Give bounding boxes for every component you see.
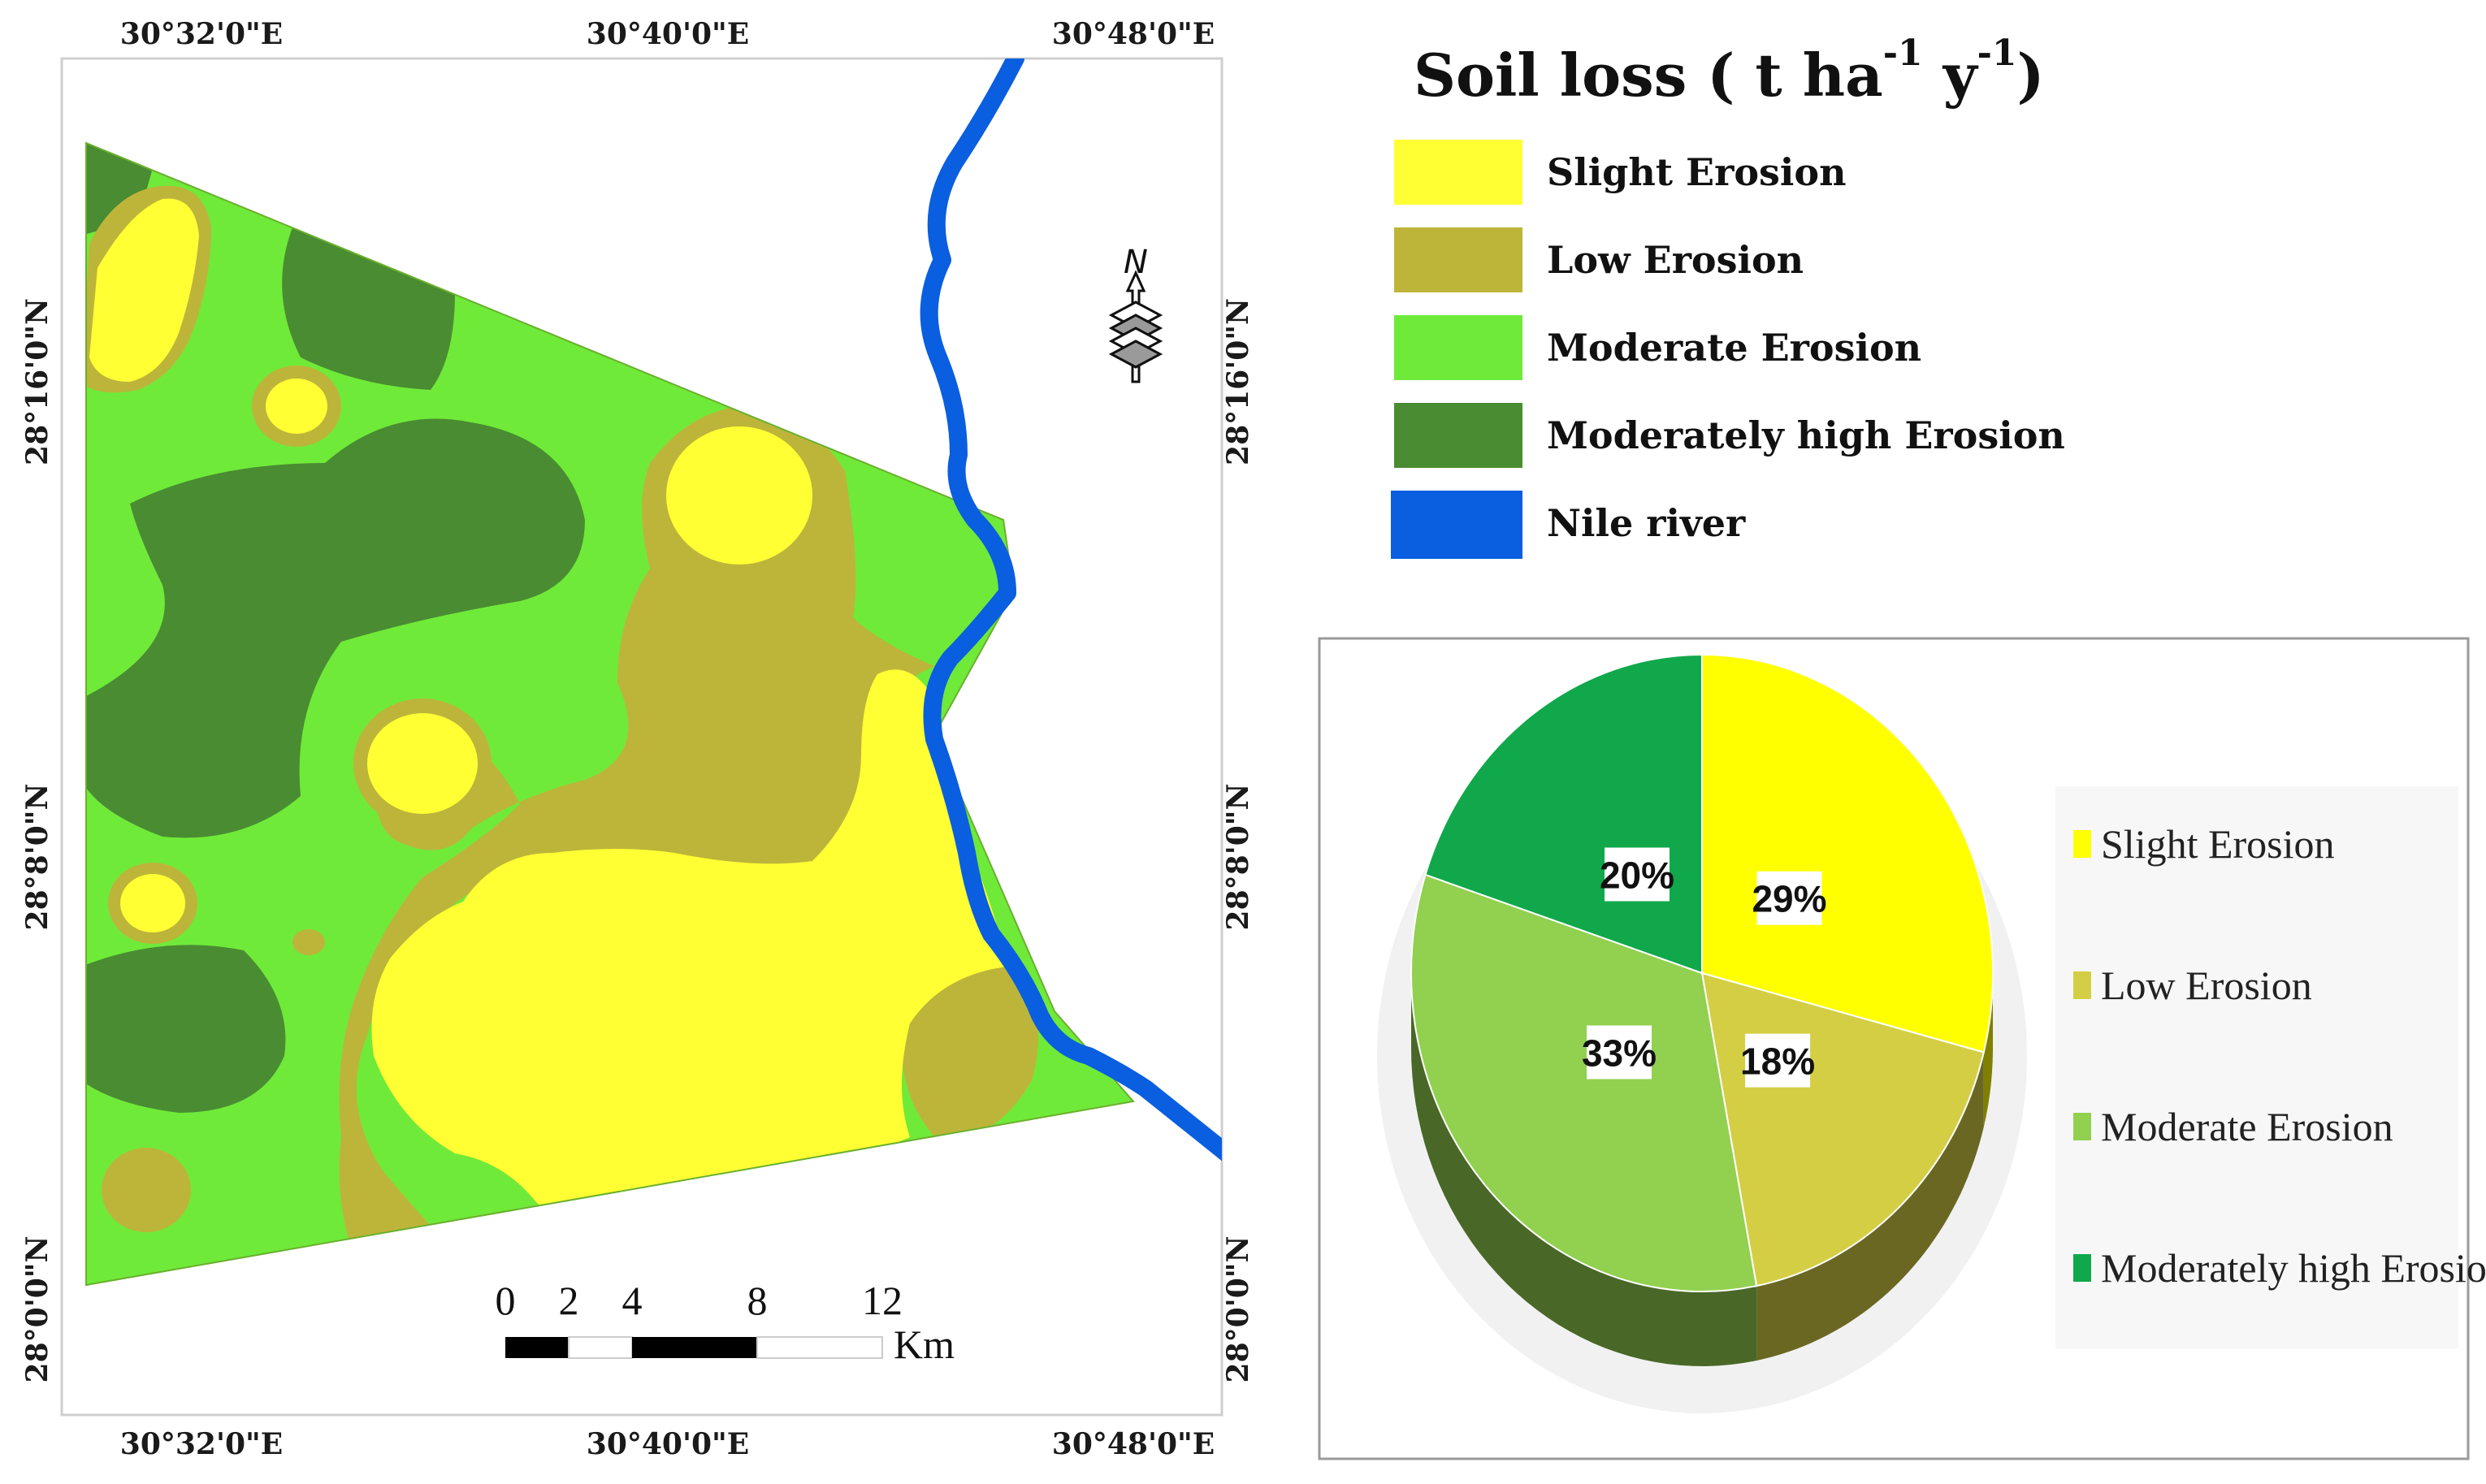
legend-swatch-moderate bbox=[1394, 315, 1522, 380]
scale-bar: 0 2 4 8 12 Km bbox=[496, 1278, 955, 1367]
pie-label-moderately-high-erosion: 20% bbox=[1600, 854, 1674, 897]
legend-swatch-low bbox=[1394, 227, 1522, 292]
zone-low bbox=[292, 929, 325, 955]
legend-title: Soil loss ( t ha-1 y-1) bbox=[1414, 32, 2045, 110]
zone-slight bbox=[89, 198, 199, 382]
map-panel: 30°32'0"E 30°40'0"E 30°48'0"E 30°32'0"E … bbox=[20, 17, 1255, 1461]
legend-label-nile: Nile river bbox=[1547, 501, 1746, 545]
pie-side-moderate-erosion bbox=[1411, 973, 1757, 1366]
study-area-outline bbox=[85, 141, 1135, 1287]
pie-chart bbox=[1410, 653, 1994, 1366]
legend-label-slight: Slight Erosion bbox=[1547, 150, 1847, 194]
north-arrow-icon: N bbox=[1108, 244, 1163, 383]
pie-legend-swatch-slight-erosion bbox=[2073, 830, 2091, 858]
zone-slight bbox=[367, 713, 478, 814]
coord-top-1: 30°32'0"E bbox=[120, 17, 283, 51]
pie-legend-label-moderately-high-erosion: Moderately high Erosion bbox=[2101, 1245, 2486, 1291]
pie-legend-swatch-low-erosion bbox=[2073, 971, 2091, 999]
pie-label-moderate-erosion: 33% bbox=[1582, 1032, 1657, 1075]
coord-left-3: 28°0'0"N bbox=[20, 1236, 54, 1383]
legend-label-moderately-high: Moderately high Erosion bbox=[1547, 413, 2065, 457]
coord-top-3: 30°48'0"E bbox=[1052, 17, 1215, 51]
zone-slight bbox=[371, 669, 1007, 1214]
pie-legend-label-low-erosion: Low Erosion bbox=[2101, 963, 2312, 1008]
coord-left-1: 28°16'0"N bbox=[20, 298, 54, 465]
zone-slight bbox=[266, 379, 327, 434]
pie-panel: 29% 18% 33% 20% Slight Erosion Low Erosion Mo… bbox=[1318, 637, 2486, 1460]
coord-left-2: 28°8'0"N bbox=[20, 784, 54, 931]
pie-slice-moderate-erosion bbox=[1410, 873, 1758, 1292]
pie-legend-label-moderate-erosion: Moderate Erosion bbox=[2101, 1104, 2393, 1149]
pie-legend-swatch-moderate-erosion bbox=[2073, 1113, 2091, 1140]
pie-data-labels: 29% 18% 33% 20% bbox=[1582, 847, 1827, 1088]
pie-legend-box bbox=[2055, 786, 2458, 1348]
scale-unit: Km bbox=[894, 1322, 955, 1367]
zone-low bbox=[902, 956, 1038, 1145]
pie-label-box-moderate-erosion bbox=[1587, 1025, 1652, 1079]
pie-label-low-erosion: 18% bbox=[1740, 1041, 1815, 1083]
pie-label-box-low-erosion bbox=[1745, 1033, 1811, 1088]
legend-swatch-slight bbox=[1394, 140, 1522, 205]
scale-label-8: 8 bbox=[747, 1278, 768, 1323]
coord-top-2: 30°40'0"E bbox=[587, 17, 749, 51]
pie-label-box-slight-erosion bbox=[1756, 871, 1822, 925]
scale-label-0: 0 bbox=[496, 1278, 516, 1323]
nile-river bbox=[920, 58, 1222, 1162]
zone-moderately-high bbox=[86, 418, 585, 838]
coord-bottom-3: 30°48'0"E bbox=[1052, 1427, 1215, 1461]
pie-legend-label-slight-erosion: Slight Erosion bbox=[2101, 821, 2335, 867]
coord-right-2: 28°8'0"N bbox=[1221, 784, 1255, 931]
pie-side-low-erosion bbox=[1756, 1052, 1984, 1361]
coord-right-1: 28°16'0"N bbox=[1221, 298, 1255, 465]
scale-label-12: 12 bbox=[862, 1278, 903, 1323]
zone-slight bbox=[666, 426, 812, 565]
zone-moderately-high bbox=[86, 945, 286, 1113]
pie-legend-swatch-moderately-high-erosion bbox=[2073, 1254, 2091, 1282]
legend-swatch-moderately-high bbox=[1394, 403, 1522, 468]
scale-label-4: 4 bbox=[622, 1278, 643, 1323]
zone-low bbox=[339, 405, 934, 1267]
zone-slight bbox=[120, 874, 185, 932]
pie-slice-slight-erosion bbox=[1701, 653, 1994, 1054]
scale-label-2: 2 bbox=[559, 1278, 579, 1323]
pie-label-box-moderately-high-erosion bbox=[1605, 847, 1670, 902]
coord-right-3: 28°0'0"N bbox=[1221, 1236, 1255, 1383]
legend-swatch-nile bbox=[1391, 491, 1522, 559]
legend-label-moderate: Moderate Erosion bbox=[1547, 326, 1921, 370]
pie-side-slight-erosion bbox=[1983, 973, 1993, 1127]
map-legend: Soil loss ( t ha-1 y-1) Slight Erosion L… bbox=[1391, 32, 2065, 559]
pie-legend: Slight Erosion Low Erosion Moderate Erosio… bbox=[2073, 821, 2486, 1291]
legend-label-low: Low Erosion bbox=[1547, 238, 1804, 282]
coord-bottom-2: 30°40'0"E bbox=[587, 1427, 749, 1461]
coord-bottom-1: 30°32'0"E bbox=[120, 1427, 283, 1461]
zone-low bbox=[102, 1148, 191, 1232]
pie-label-slight-erosion: 29% bbox=[1752, 878, 1826, 920]
